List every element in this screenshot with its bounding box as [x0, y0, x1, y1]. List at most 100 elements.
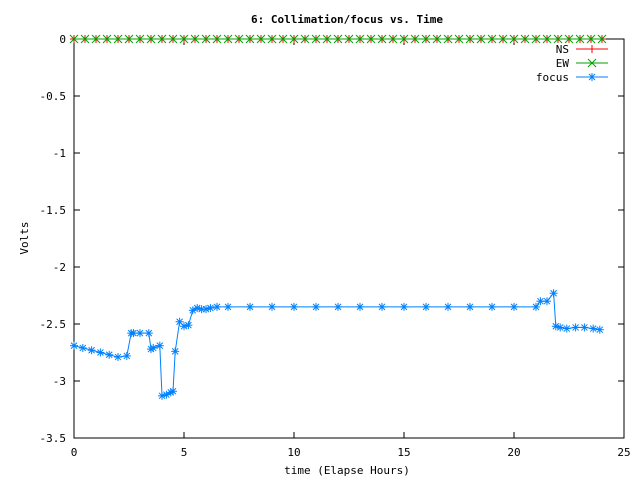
- x-tick-label: 15: [397, 446, 410, 459]
- data-point: [571, 323, 580, 332]
- data-point: [542, 34, 552, 44]
- data-point: [536, 297, 545, 306]
- data-point: [278, 34, 288, 44]
- data-point: [562, 324, 571, 333]
- data-point: [421, 34, 431, 44]
- data-point: [91, 34, 101, 44]
- data-point: [122, 351, 131, 360]
- data-point: [465, 34, 475, 44]
- data-point: [290, 302, 298, 311]
- data-point: [144, 329, 153, 338]
- data-point: [206, 304, 215, 313]
- data-point: [564, 34, 574, 44]
- data-point: [586, 34, 596, 44]
- y-tick-label: -3: [53, 375, 66, 388]
- data-point: [234, 34, 244, 44]
- y-axis-label: Volts: [18, 221, 31, 254]
- legend-label: EW: [556, 57, 570, 70]
- data-point: [256, 34, 266, 44]
- data-point: [124, 34, 134, 44]
- data-point: [80, 34, 90, 44]
- data-point: [355, 34, 365, 44]
- data-point: [69, 34, 79, 44]
- axis-ticks: 0 5 10 15 20 25 0 -0.5 -1 -1.5 -2 -2.5 -3 -3.5: [40, 33, 631, 459]
- data-point: [158, 391, 166, 400]
- data-point: [589, 324, 598, 333]
- data-point: [114, 353, 122, 362]
- data-point: [333, 34, 343, 44]
- x-tick-label: 10: [287, 446, 300, 459]
- x-tick-label: 0: [71, 446, 78, 459]
- data-point: [224, 302, 232, 311]
- data-point: [190, 34, 200, 44]
- data-point: [113, 34, 123, 44]
- data-point: [543, 297, 551, 306]
- data-point: [246, 302, 254, 311]
- legend-label: NS: [556, 43, 569, 56]
- data-point: [102, 34, 112, 44]
- data-point: [175, 317, 184, 326]
- data-point: [268, 302, 276, 311]
- data-point: [171, 347, 180, 356]
- chart-title: 6: Collimation/focus vs. Time: [251, 13, 443, 26]
- data-point: [311, 34, 321, 44]
- plot-frame: [73, 38, 625, 439]
- data-point: [168, 34, 178, 44]
- y-tick-label: -1.5: [40, 204, 67, 217]
- data-point: [549, 289, 558, 298]
- data-point: [70, 341, 78, 350]
- data-point: [135, 34, 145, 44]
- y-tick-label: -0.5: [40, 90, 67, 103]
- data-point: [443, 34, 453, 44]
- data-point: [575, 34, 585, 44]
- data-point: [344, 34, 354, 44]
- data-point: [532, 302, 540, 311]
- data-point: [422, 302, 430, 311]
- data-point: [444, 302, 452, 311]
- data-point: [213, 302, 221, 311]
- data-point: [597, 34, 607, 44]
- data-point: [432, 34, 442, 44]
- x-tick-label: 20: [507, 446, 520, 459]
- data-point: [595, 325, 604, 334]
- data-point: [466, 302, 474, 311]
- data-point: [78, 343, 87, 352]
- data-point: [410, 34, 420, 44]
- data-point: [322, 34, 332, 44]
- data-point: [399, 34, 409, 44]
- y-tick-label: -1: [53, 147, 66, 160]
- data-point: [193, 304, 202, 313]
- data-point: [87, 346, 96, 355]
- x-tick-label: 5: [181, 446, 188, 459]
- data-point: [184, 321, 193, 330]
- y-tick-label: -3.5: [40, 432, 67, 445]
- data-point: [149, 343, 158, 352]
- data-point: [105, 350, 114, 359]
- data-point: [267, 34, 277, 44]
- data-point: [179, 34, 189, 44]
- data-point: [96, 348, 105, 357]
- data-point: [476, 34, 486, 44]
- legend-marker: [587, 58, 597, 68]
- data-point: [212, 34, 222, 44]
- series-ew: [69, 34, 607, 44]
- data-point: [334, 302, 342, 311]
- data-point: [553, 34, 563, 44]
- data-point: [509, 34, 519, 44]
- data-point: [201, 34, 211, 44]
- data-point: [377, 34, 387, 44]
- y-tick-label: -2: [53, 261, 66, 274]
- data-point: [388, 34, 398, 44]
- data-point: [312, 302, 320, 311]
- data-point: [531, 34, 541, 44]
- x-axis-label: time (Elapse Hours): [284, 464, 410, 477]
- data-point: [498, 34, 508, 44]
- series-focus: [70, 289, 604, 400]
- data-point: [454, 34, 464, 44]
- data-point: [136, 329, 144, 338]
- data-point: [223, 34, 233, 44]
- data-point: [155, 341, 164, 350]
- data-point: [400, 302, 408, 311]
